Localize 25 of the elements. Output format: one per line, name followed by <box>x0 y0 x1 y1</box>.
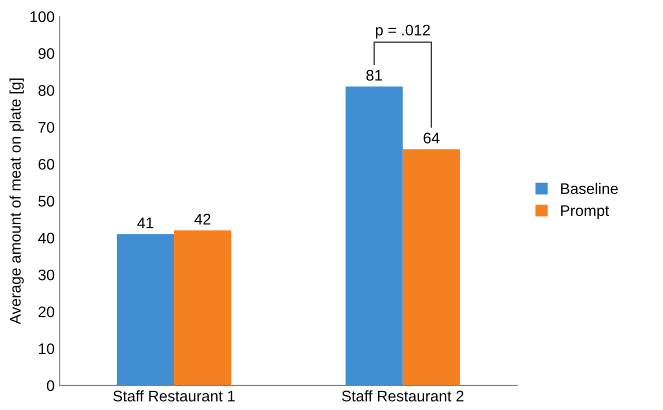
x-tick-label: Staff Restaurant 2 <box>342 390 464 402</box>
y-tick-label: 10 <box>38 343 54 354</box>
bar <box>346 86 403 386</box>
y-tick-label: 40 <box>38 232 54 244</box>
y-tick-label: 100 <box>30 11 54 22</box>
data-label: 81 <box>366 70 382 81</box>
y-tick-label: 60 <box>38 158 54 170</box>
legend-label: Baseline <box>561 182 618 194</box>
y-tick-label: 50 <box>38 196 54 207</box>
bar <box>116 234 174 386</box>
bar <box>174 230 232 386</box>
y-tick-label: 20 <box>38 306 54 318</box>
data-label: 64 <box>424 132 440 144</box>
y-tick-label: 70 <box>38 122 54 133</box>
data-label: 42 <box>194 214 210 224</box>
y-tick-label: 30 <box>38 270 54 280</box>
y-axis-title: Average amount of meat on plate [g] <box>10 78 24 324</box>
y-tick-label: 90 <box>38 48 54 59</box>
y-tick-label: 80 <box>38 85 54 96</box>
data-label: 41 <box>137 218 154 228</box>
bar <box>402 149 460 386</box>
legend-label: Prompt <box>561 205 610 220</box>
y-tick-label: 0 <box>46 380 54 392</box>
x-tick-label: Staff Restaurant 1 <box>113 390 235 402</box>
annotation: p = .012 <box>376 24 430 39</box>
